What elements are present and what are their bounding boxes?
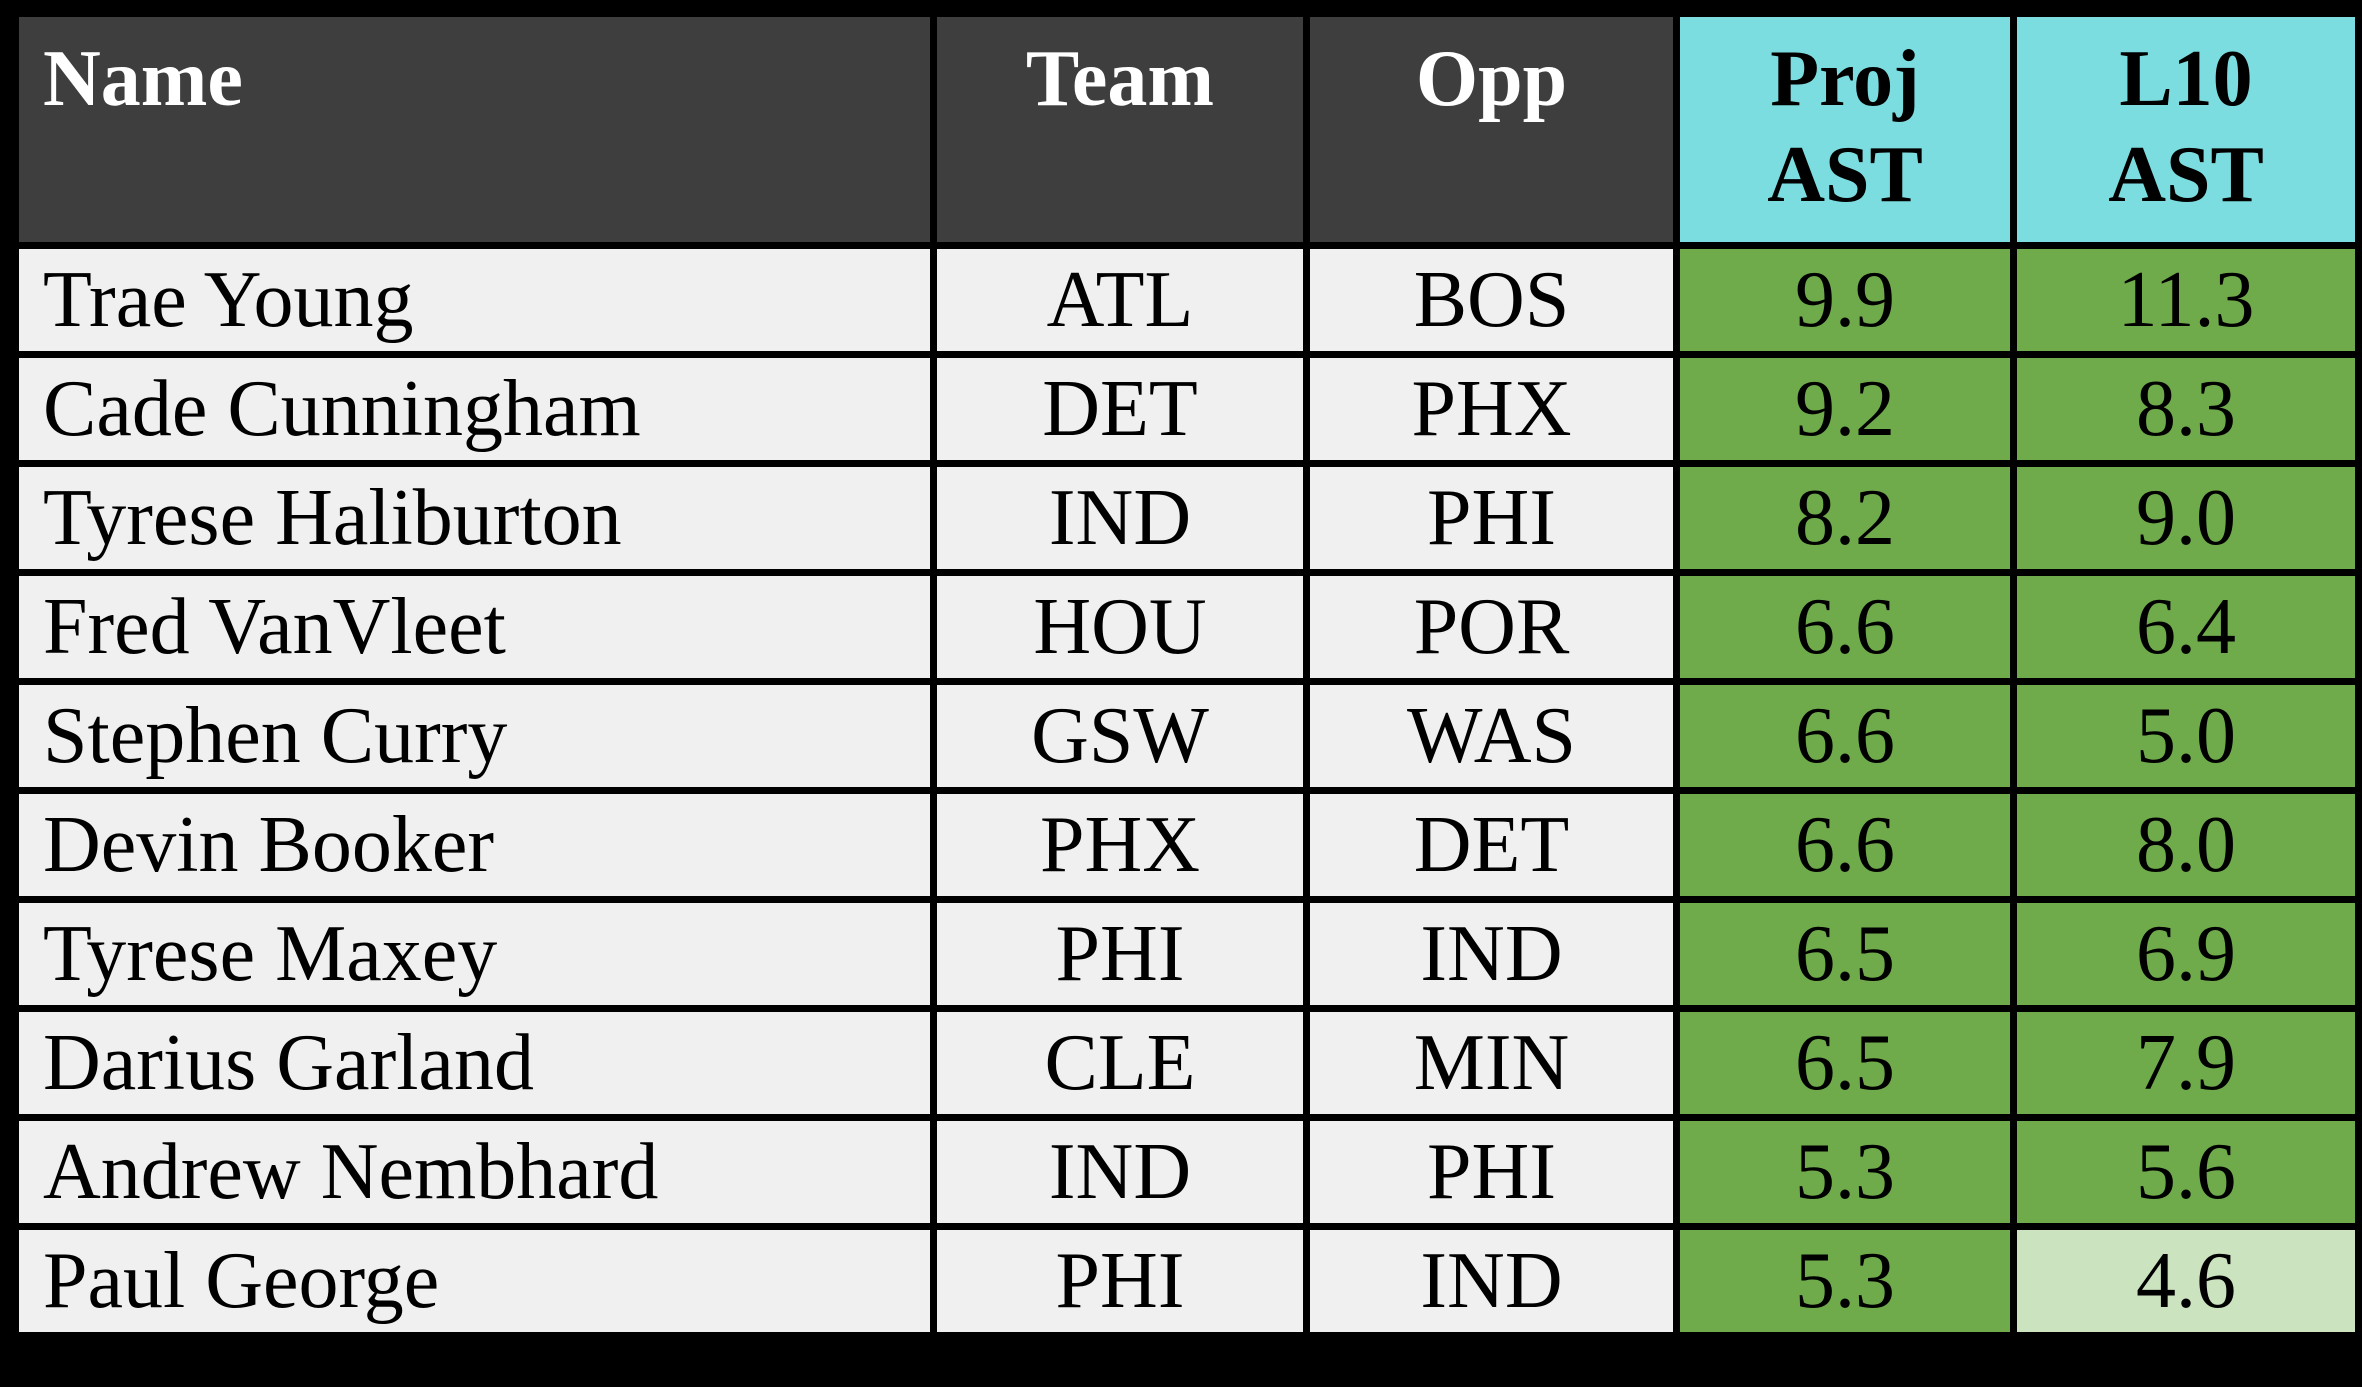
cell-opponent: PHX bbox=[1303, 351, 1680, 467]
table-row: Devin Booker PHX DET 6.6 8.0 bbox=[12, 787, 2362, 903]
column-header-proj-ast: Proj AST bbox=[1673, 10, 2017, 249]
cell-proj-ast: 8.2 bbox=[1673, 460, 2017, 576]
cell-proj-ast: 6.6 bbox=[1673, 787, 2017, 903]
cell-proj-ast: 9.9 bbox=[1673, 242, 2017, 358]
cell-player-name: Paul George bbox=[12, 1223, 937, 1339]
cell-l10-ast: 5.0 bbox=[2010, 678, 2362, 794]
cell-player-name: Darius Garland bbox=[12, 1005, 937, 1121]
table-row: Paul George PHI IND 5.3 4.6 bbox=[12, 1223, 2362, 1339]
cell-opponent: DET bbox=[1303, 787, 1680, 903]
cell-l10-ast: 6.4 bbox=[2010, 569, 2362, 685]
cell-team: IND bbox=[930, 460, 1310, 576]
cell-opponent: IND bbox=[1303, 896, 1680, 1012]
table-row: Cade Cunningham DET PHX 9.2 8.3 bbox=[12, 351, 2362, 467]
cell-proj-ast: 5.3 bbox=[1673, 1114, 2017, 1230]
cell-l10-ast: 5.6 bbox=[2010, 1114, 2362, 1230]
cell-opponent: PHI bbox=[1303, 1114, 1680, 1230]
cell-team: PHX bbox=[930, 787, 1310, 903]
cell-l10-ast: 9.0 bbox=[2010, 460, 2362, 576]
cell-player-name: Tyrese Maxey bbox=[12, 896, 937, 1012]
cell-player-name: Fred VanVleet bbox=[12, 569, 937, 685]
cell-proj-ast: 6.6 bbox=[1673, 569, 2017, 685]
cell-team: GSW bbox=[930, 678, 1310, 794]
cell-player-name: Trae Young bbox=[12, 242, 937, 358]
proj-ast-header-line1: Proj bbox=[1770, 35, 1920, 123]
column-header-team: Team bbox=[930, 10, 1310, 249]
table-row: Trae Young ATL BOS 9.9 11.3 bbox=[12, 242, 2362, 358]
cell-player-name: Andrew Nembhard bbox=[12, 1114, 937, 1230]
cell-team: PHI bbox=[930, 896, 1310, 1012]
table-row: Stephen Curry GSW WAS 6.6 5.0 bbox=[12, 678, 2362, 794]
cell-l10-ast: 11.3 bbox=[2010, 242, 2362, 358]
table-row: Tyrese Haliburton IND PHI 8.2 9.0 bbox=[12, 460, 2362, 576]
column-header-opp: Opp bbox=[1303, 10, 1680, 249]
cell-team: IND bbox=[930, 1114, 1310, 1230]
table-header: Name Team Opp Proj AST L10 AST bbox=[12, 10, 2362, 249]
cell-proj-ast: 5.3 bbox=[1673, 1223, 2017, 1339]
cell-team: DET bbox=[930, 351, 1310, 467]
cell-l10-ast: 8.3 bbox=[2010, 351, 2362, 467]
cell-player-name: Devin Booker bbox=[12, 787, 937, 903]
cell-opponent: PHI bbox=[1303, 460, 1680, 576]
cell-proj-ast: 6.5 bbox=[1673, 896, 2017, 1012]
cell-l10-ast: 7.9 bbox=[2010, 1005, 2362, 1121]
cell-player-name: Stephen Curry bbox=[12, 678, 937, 794]
cell-team: ATL bbox=[930, 242, 1310, 358]
cell-proj-ast: 6.6 bbox=[1673, 678, 2017, 794]
cell-opponent: BOS bbox=[1303, 242, 1680, 358]
cell-l10-ast: 6.9 bbox=[2010, 896, 2362, 1012]
column-header-l10-ast: L10 AST bbox=[2010, 10, 2362, 249]
cell-l10-ast: 8.0 bbox=[2010, 787, 2362, 903]
l10-ast-header-line2: AST bbox=[2108, 131, 2264, 219]
cell-team: HOU bbox=[930, 569, 1310, 685]
table-row: Tyrese Maxey PHI IND 6.5 6.9 bbox=[12, 896, 2362, 1012]
cell-proj-ast: 9.2 bbox=[1673, 351, 2017, 467]
cell-player-name: Tyrese Haliburton bbox=[12, 460, 937, 576]
cell-team: PHI bbox=[930, 1223, 1310, 1339]
table-body: Trae Young ATL BOS 9.9 11.3 Cade Cunning… bbox=[12, 242, 2362, 1339]
cell-opponent: POR bbox=[1303, 569, 1680, 685]
cell-opponent: IND bbox=[1303, 1223, 1680, 1339]
cell-l10-ast: 4.6 bbox=[2010, 1223, 2362, 1339]
table-row: Darius Garland CLE MIN 6.5 7.9 bbox=[12, 1005, 2362, 1121]
cell-proj-ast: 6.5 bbox=[1673, 1005, 2017, 1121]
table-row: Fred VanVleet HOU POR 6.6 6.4 bbox=[12, 569, 2362, 685]
table-row: Andrew Nembhard IND PHI 5.3 5.6 bbox=[12, 1114, 2362, 1230]
l10-ast-header-line1: L10 bbox=[2119, 35, 2253, 123]
cell-player-name: Cade Cunningham bbox=[12, 351, 937, 467]
cell-team: CLE bbox=[930, 1005, 1310, 1121]
column-header-name: Name bbox=[12, 10, 937, 249]
players-table: Name Team Opp Proj AST L10 AST Trae Young … bbox=[12, 10, 2362, 1339]
cell-opponent: MIN bbox=[1303, 1005, 1680, 1121]
cell-opponent: WAS bbox=[1303, 678, 1680, 794]
proj-ast-header-line2: AST bbox=[1767, 131, 1923, 219]
header-row: Name Team Opp Proj AST L10 AST bbox=[12, 10, 2362, 249]
